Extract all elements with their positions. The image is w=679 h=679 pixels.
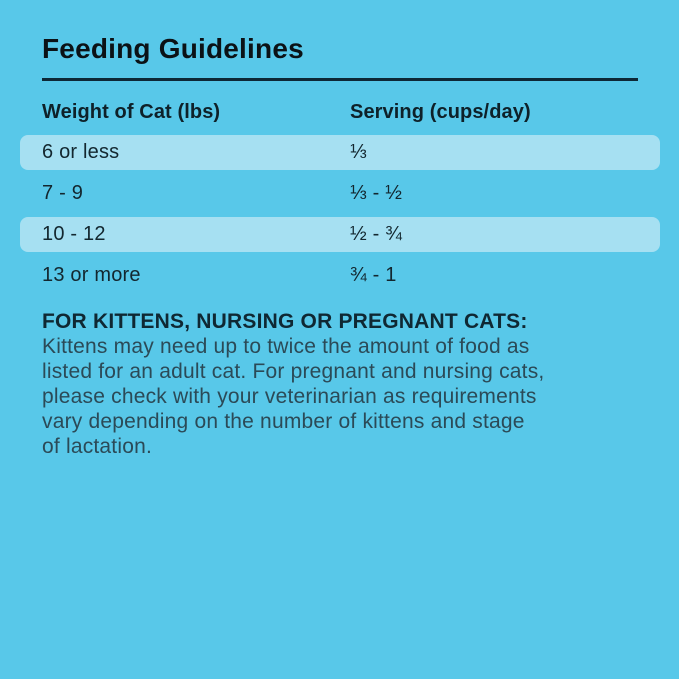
note-line: of lactation. — [42, 434, 152, 458]
note-line: vary depending on the number of kittens … — [42, 409, 525, 433]
weight-cell: 6 or less — [42, 140, 120, 163]
serving-cell: ⅓ - ½ — [350, 181, 403, 204]
kittens-note-paragraph: Kittens may need up to twice the amount … — [42, 334, 637, 459]
weight-cell: 7 - 9 — [42, 181, 84, 204]
feeding-table: 6 or less ⅓ 7 - 9 ⅓ - ½ 10 - 12 ½ - ¾ 13… — [20, 134, 660, 293]
table-row: 10 - 12 ½ - ¾ — [20, 216, 660, 252]
column-header-weight: Weight of Cat (lbs) — [42, 100, 221, 123]
note-line: Kittens may need up to twice the amount … — [42, 334, 530, 358]
serving-cell: ½ - ¾ — [350, 222, 403, 245]
kittens-note-heading: FOR KITTENS, NURSING OR PREGNANT CATS: — [42, 309, 528, 333]
serving-cell: ⅓ — [350, 140, 367, 163]
note-line: listed for an adult cat. For pregnant an… — [42, 359, 545, 383]
table-row: 13 or more ¾ - 1 — [20, 258, 660, 293]
title-underline — [42, 77, 638, 81]
weight-cell: 13 or more — [42, 263, 141, 286]
weight-cell: 10 - 12 — [42, 222, 106, 245]
column-header-serving: Serving (cups/day) — [350, 100, 531, 123]
page-title: Feeding Guidelines — [42, 33, 304, 64]
note-line: please check with your veterinarian as r… — [42, 384, 537, 408]
table-header-row: Weight of Cat (lbs) Serving (cups/day) — [42, 101, 637, 124]
table-row: 7 - 9 ⅓ - ½ — [20, 176, 660, 211]
table-row: 6 or less ⅓ — [20, 134, 660, 170]
serving-cell: ¾ - 1 — [350, 263, 397, 286]
